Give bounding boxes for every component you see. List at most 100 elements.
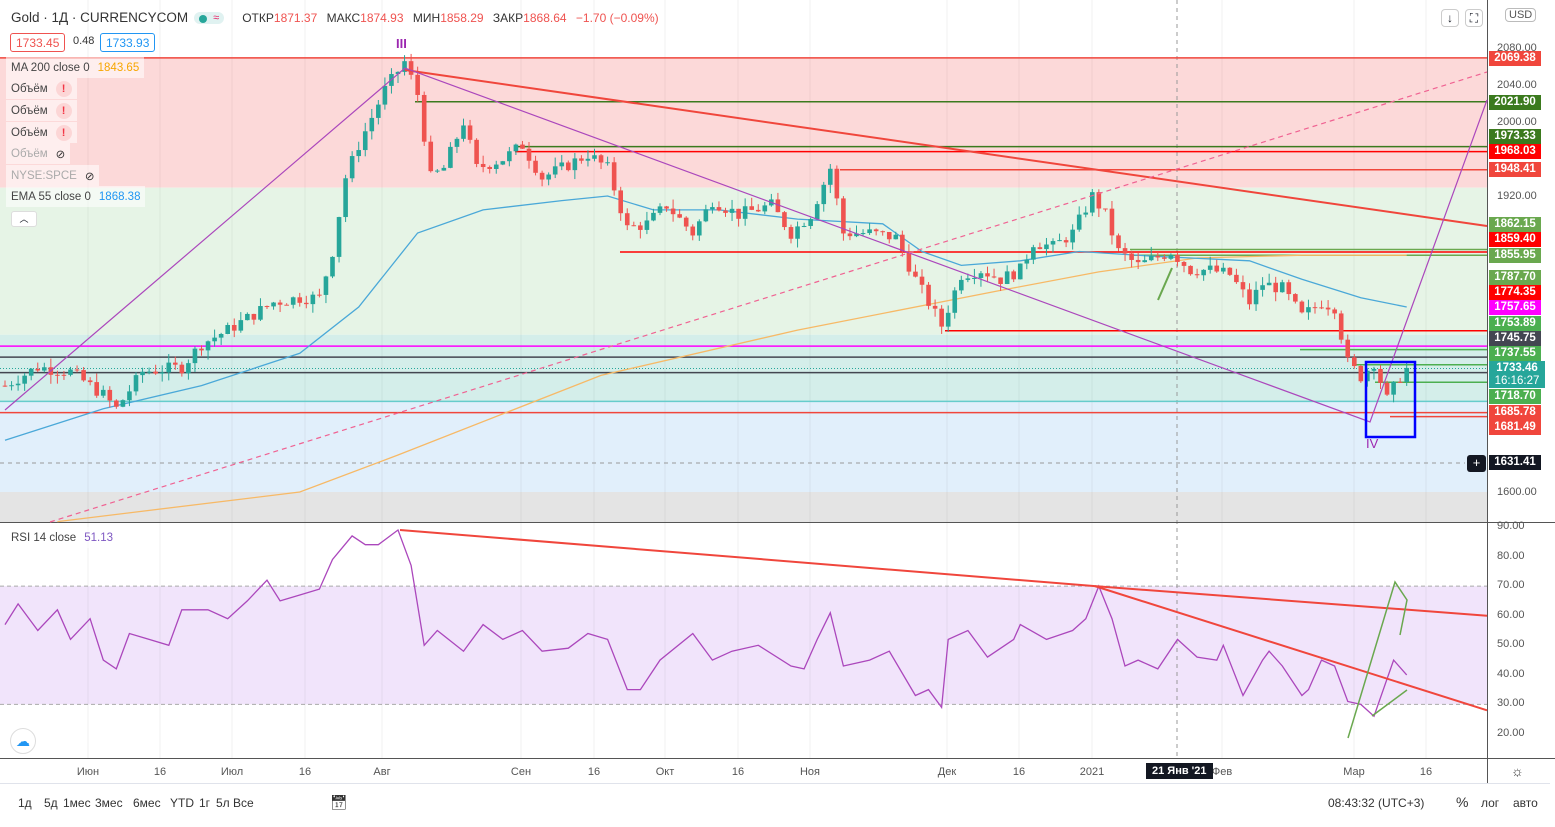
auto-scale-toggle[interactable]: авто <box>1513 796 1538 810</box>
candle-body <box>926 284 931 306</box>
indicator-volume[interactable]: Объём! <box>6 122 77 143</box>
candle-body <box>1221 267 1226 272</box>
eye-crossed-icon[interactable]: ⊘ <box>84 170 95 183</box>
candle-body <box>1063 240 1069 243</box>
price-level-value: 1718.70 <box>1494 390 1536 402</box>
sell-button[interactable]: 1733.45 <box>10 33 66 52</box>
candle-body <box>1214 265 1220 272</box>
range-button[interactable]: 1г <box>199 796 211 810</box>
currency-selector[interactable]: USD <box>1505 8 1537 22</box>
range-button[interactable]: 1д <box>18 796 32 810</box>
indicator-name: EMA 55 close 0 <box>11 190 91 203</box>
fullscreen-button[interactable]: ⛶ <box>1465 9 1483 27</box>
range-button[interactable]: 3мес <box>95 796 123 810</box>
tradingview-logo-icon[interactable]: ☁ <box>10 728 36 754</box>
candle-body <box>467 125 473 140</box>
range-button[interactable]: 6мес <box>133 796 161 810</box>
candle-body <box>1384 382 1390 395</box>
candle-body <box>821 184 827 205</box>
symbol-title[interactable]: Gold · 1Д · CURRENCYCOM <box>11 10 189 25</box>
candle-body <box>114 400 119 407</box>
candle-body <box>245 313 250 321</box>
close-value: 1868.64 <box>523 10 567 25</box>
candle-body <box>15 383 21 386</box>
indicator-ema55[interactable]: EMA 55 close 0 1868.38 <box>6 186 146 207</box>
candle-body <box>638 225 643 230</box>
chart-canvas[interactable] <box>0 0 1555 790</box>
indicator-rsi[interactable]: RSI 14 close 51.13 <box>6 527 118 548</box>
candle-body <box>1037 247 1043 250</box>
indicator-name: Объём <box>11 126 48 139</box>
price-level-badge: 1968.03 <box>1489 144 1541 159</box>
price-level-badge: 1737.55 <box>1489 346 1541 361</box>
warning-icon: ! <box>55 80 72 97</box>
candle-body <box>356 150 361 157</box>
range-button[interactable]: 5л <box>216 796 230 810</box>
candle-body <box>362 131 368 151</box>
scroll-down-button[interactable]: ↓ <box>1441 9 1459 27</box>
indicator-volume[interactable]: Объём! <box>6 78 77 99</box>
wave-label-iii: III <box>396 36 407 51</box>
candle-body <box>795 226 800 239</box>
range-button[interactable]: 1мес <box>63 796 91 810</box>
candle-body <box>618 190 623 214</box>
candle-body <box>1129 253 1134 260</box>
candle-body <box>539 172 545 180</box>
range-button[interactable]: 5д <box>44 796 58 810</box>
candle-body <box>854 233 859 237</box>
percent-scale-toggle[interactable]: % <box>1456 794 1469 810</box>
candle-body <box>159 372 165 374</box>
indicator-value: 51.13 <box>84 531 113 544</box>
indicator-ma200[interactable]: MA 200 close 0 1843.65 <box>6 57 145 78</box>
candle-body <box>1279 282 1285 293</box>
candle-body <box>703 209 709 222</box>
time-axis-label: Фев <box>1211 766 1233 778</box>
candle-body <box>317 294 322 296</box>
candle-body <box>1142 260 1147 263</box>
goto-date-calendar-icon[interactable]: 📅︎ <box>330 794 348 810</box>
range-button[interactable]: Все <box>233 796 254 810</box>
rsi-tick: 50.00 <box>1497 638 1525 651</box>
candle-body <box>1378 368 1383 383</box>
time-axis-label: 16 <box>298 766 312 778</box>
candle-body <box>395 71 401 75</box>
clock-timezone[interactable]: 08:43:32 (UTC+3) <box>1328 796 1425 810</box>
settings-gear-icon[interactable]: ☼ <box>1511 763 1524 779</box>
price-level-badge: 2021.90 <box>1489 95 1541 110</box>
candle-body <box>74 369 80 371</box>
candle-body <box>513 144 519 152</box>
price-level-badge: 1855.95 <box>1489 248 1541 263</box>
candle-body <box>1162 257 1167 259</box>
add-alert-plus-icon[interactable]: + <box>1467 455 1486 472</box>
candle-body <box>474 139 479 164</box>
candle-body <box>421 94 427 142</box>
indicator-volume-hidden[interactable]: Объём ⊘ <box>6 143 71 164</box>
candle-body <box>1155 256 1161 258</box>
candle-body <box>166 362 172 373</box>
candle-body <box>945 312 951 327</box>
candle-body <box>212 337 217 342</box>
candle-body <box>579 158 584 161</box>
collapse-legend-button[interactable]: ︿ <box>11 211 37 227</box>
candle-body <box>913 271 918 277</box>
time-axis-label: 16 <box>587 766 601 778</box>
range-button[interactable]: YTD <box>170 796 194 810</box>
eye-crossed-icon[interactable]: ⊘ <box>55 148 66 161</box>
candle-body <box>441 167 447 171</box>
candle-body <box>716 207 722 211</box>
candle-body <box>1273 282 1278 293</box>
buy-button[interactable]: 1733.93 <box>100 33 156 52</box>
candle-body <box>1044 244 1049 250</box>
log-scale-toggle[interactable]: лог <box>1481 796 1500 810</box>
indicator-value: 1843.65 <box>97 61 140 74</box>
candle-body <box>94 382 99 396</box>
price-level-value: 2021.90 <box>1494 96 1536 108</box>
candle-body <box>952 290 958 313</box>
indicator-volume[interactable]: Объём! <box>6 100 77 121</box>
candle-body <box>834 168 840 199</box>
indicator-spce-hidden[interactable]: NYSE:SPCE ⊘ <box>6 165 100 186</box>
spread-value: 0.48 <box>73 35 95 47</box>
candle-body <box>801 225 807 227</box>
candle-body <box>146 371 152 373</box>
candle-body <box>959 279 964 291</box>
